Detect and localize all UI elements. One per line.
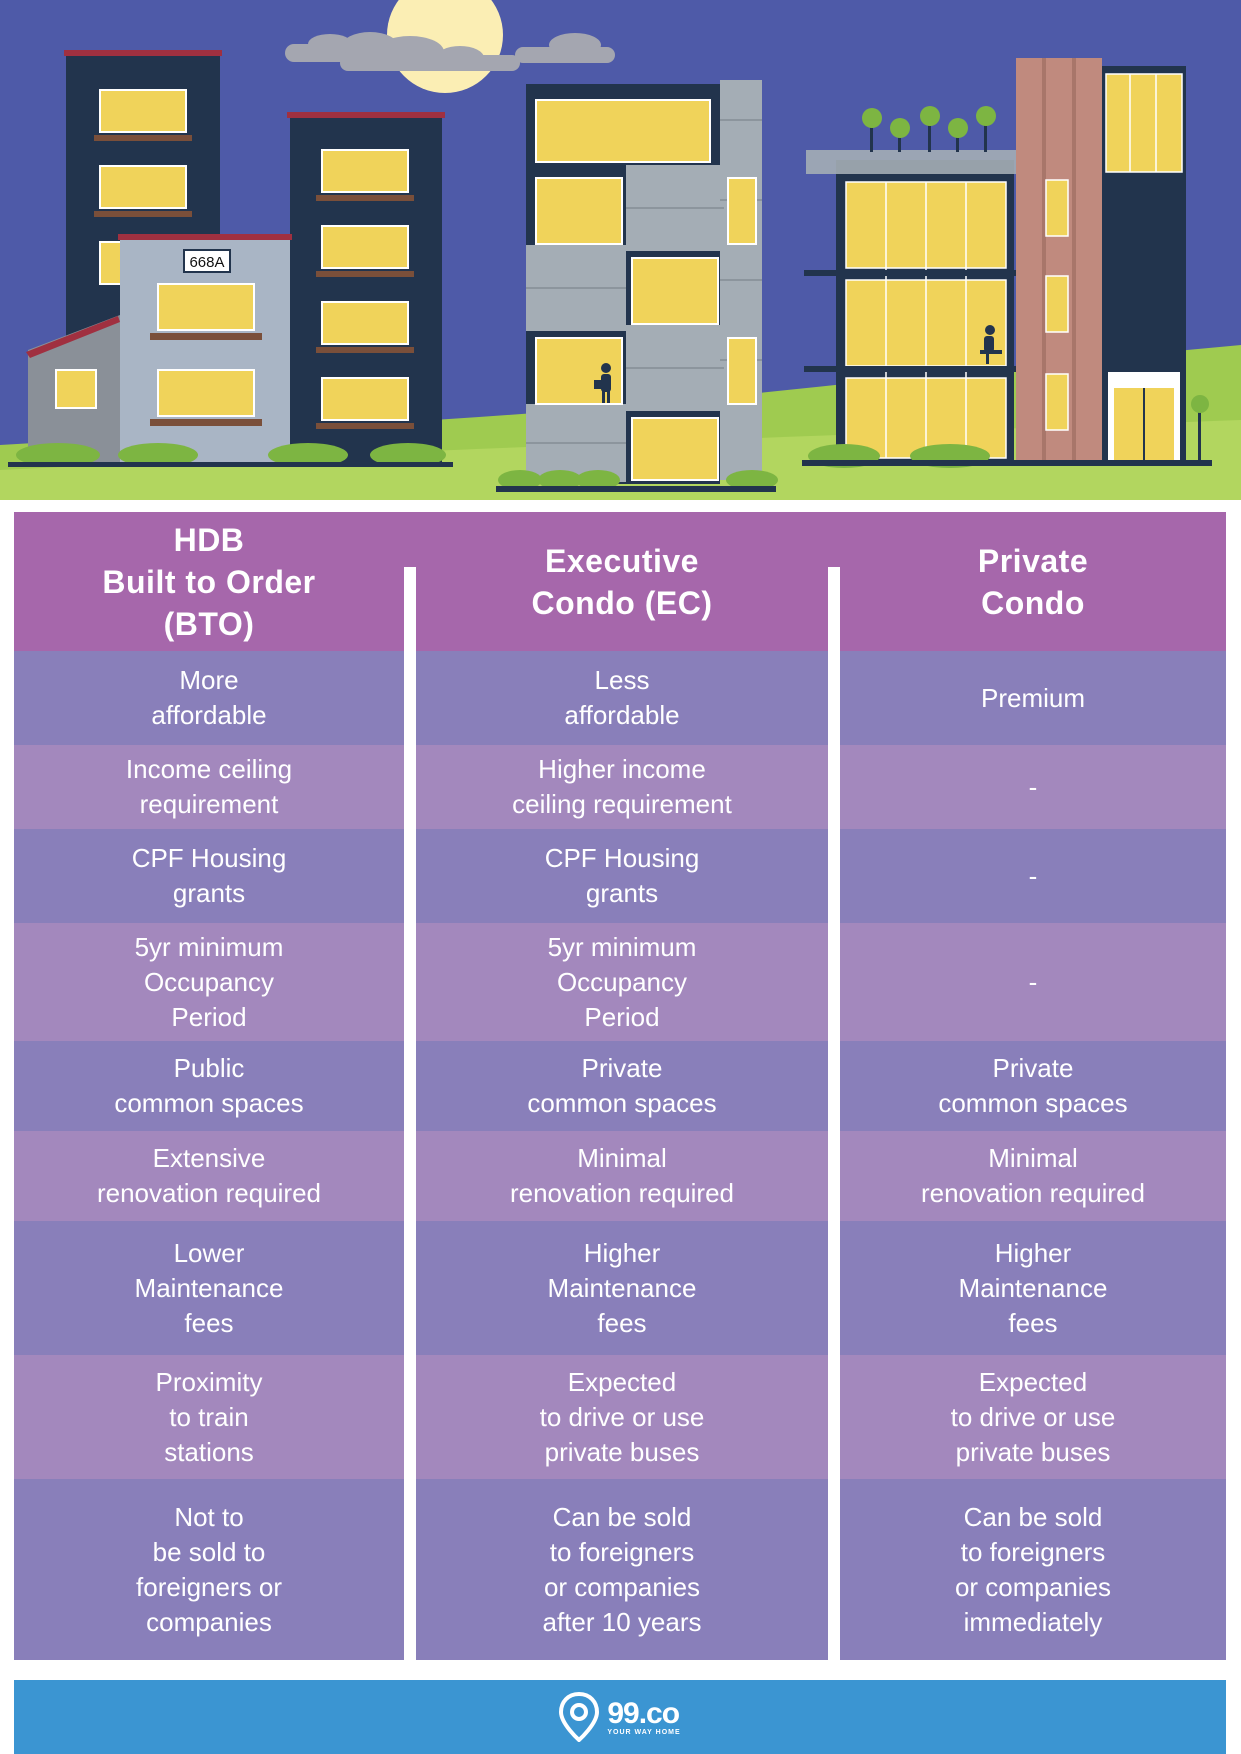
cell-ec: Can be sold to foreigners or companies a…: [542, 1501, 702, 1637]
table-row: CPF Housing grants CPF Housing grants -: [14, 829, 1226, 923]
cell-hdb: CPF Housing grants: [131, 843, 287, 908]
housing-illustration: 668A: [0, 0, 1241, 500]
brand-tagline: YOUR WAY HOME: [607, 1728, 681, 1736]
table-row: Not to be sold to foreigners or companie…: [14, 1479, 1226, 1660]
cell-ec: 5yr minimum Occupancy Period: [547, 931, 697, 1032]
cell-hdb: Lower Maintenance fees: [134, 1237, 284, 1338]
cell-ec: Less affordable: [564, 665, 680, 730]
cell-ec: Higher Maintenance fees: [547, 1237, 697, 1338]
clouds: [285, 32, 615, 71]
header-hdb-bto: HDB Built to Order (BTO): [102, 521, 316, 642]
table-row: Proximity to train stations Expected to …: [14, 1355, 1226, 1479]
cell-private: Expected to drive or use private buses: [950, 1366, 1116, 1467]
brand-wordmark: 99.co YOUR WAY HOME: [607, 1696, 681, 1736]
cell-hdb: 5yr minimum Occupancy Period: [134, 931, 284, 1032]
cell-private: -: [1028, 860, 1038, 891]
footer-bar: 99.co YOUR WAY HOME: [14, 1680, 1226, 1754]
column-divider: [828, 567, 840, 1687]
cell-hdb: Extensive renovation required: [96, 1143, 322, 1208]
table-header-row: HDB Built to Order (BTO) Executive Condo…: [14, 512, 1226, 651]
table-row: Public common spaces Private common spac…: [14, 1041, 1226, 1131]
cell-private: -: [1028, 771, 1038, 802]
cell-private: Premium: [980, 682, 1085, 713]
hdb-building: 668A: [8, 50, 453, 467]
cell-hdb: Not to be sold to foreigners or companie…: [136, 1501, 282, 1637]
cell-private: Higher Maintenance fees: [958, 1237, 1108, 1338]
brand-logo[interactable]: 99.co YOUR WAY HOME: [559, 1692, 680, 1742]
brand-name: 99.co: [607, 1696, 680, 1730]
block-number-sign: 668A: [189, 254, 224, 271]
cell-private: Minimal renovation required: [920, 1143, 1146, 1208]
cell-ec: CPF Housing grants: [544, 843, 700, 908]
cell-ec: Higher income ceiling requirement: [512, 754, 732, 819]
table-row: 5yr minimum Occupancy Period 5yr minimum…: [14, 923, 1226, 1041]
cell-private: Private common spaces: [938, 1053, 1128, 1118]
header-private-condo: Private Condo: [977, 542, 1089, 621]
cell-ec: Private common spaces: [527, 1053, 717, 1118]
cell-hdb: Proximity to train stations: [155, 1366, 263, 1467]
table-row: Lower Maintenance fees Higher Maintenanc…: [14, 1221, 1226, 1355]
cell-ec: Minimal renovation required: [509, 1143, 735, 1208]
cell-private: -: [1028, 966, 1038, 997]
column-divider: [404, 567, 416, 1687]
ec-building: [496, 80, 778, 492]
person-cycling-icon: [980, 325, 1002, 364]
location-pin-icon: [559, 1692, 600, 1742]
cell-hdb: Public common spaces: [114, 1053, 304, 1118]
private-condo-building: [802, 58, 1212, 468]
table-row: Income ceiling requirement Higher income…: [14, 745, 1226, 829]
table-row: More affordable Less affordable Premium: [14, 651, 1226, 745]
table-row: Extensive renovation required Minimal re…: [14, 1131, 1226, 1221]
person-with-bag-icon: [594, 363, 611, 403]
cell-hdb: Income ceiling requirement: [125, 754, 293, 819]
cell-ec: Expected to drive or use private buses: [539, 1366, 705, 1467]
cell-private: Can be sold to foreigners or companies i…: [954, 1501, 1112, 1637]
cell-hdb: More affordable: [151, 665, 267, 730]
header-executive-condo: Executive Condo (EC): [531, 542, 713, 621]
